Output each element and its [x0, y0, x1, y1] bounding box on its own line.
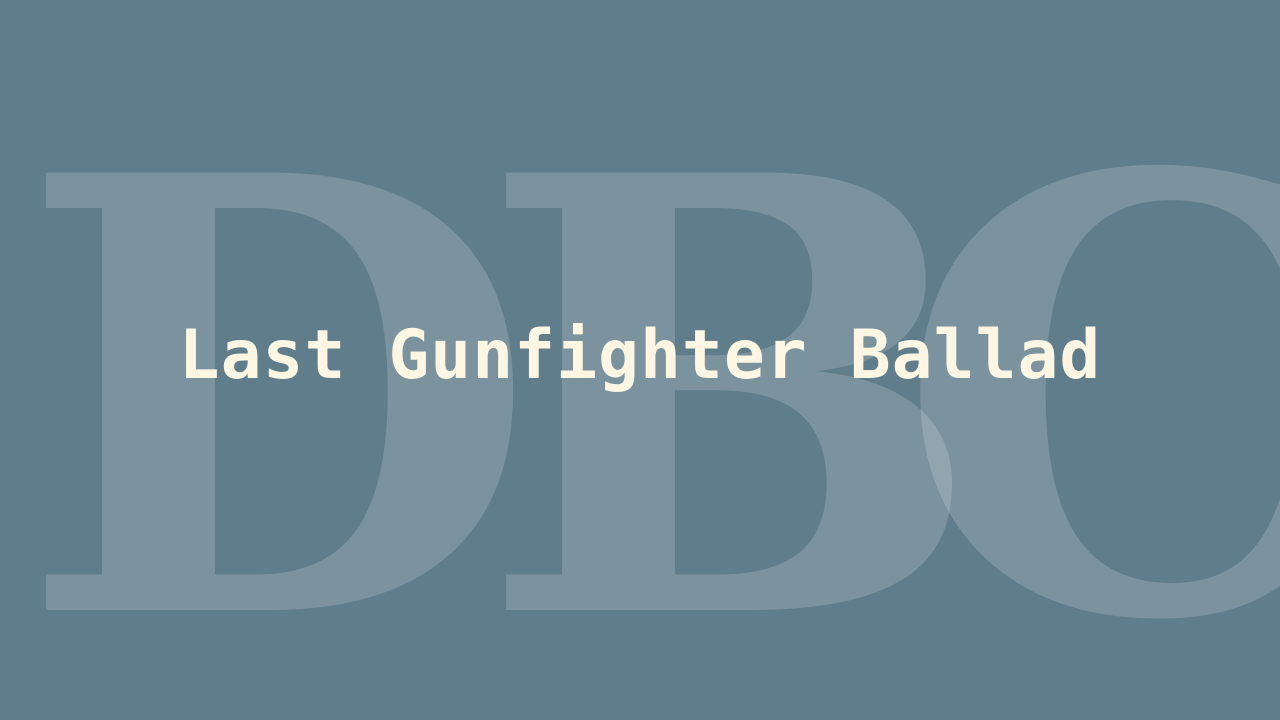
page-title: Last Gunfighter Ballad [178, 316, 1102, 395]
watermark-letter-c: C [895, 47, 1280, 720]
watermark-letter-b: B [478, 47, 986, 720]
watermark-letter-d: D [18, 47, 539, 720]
